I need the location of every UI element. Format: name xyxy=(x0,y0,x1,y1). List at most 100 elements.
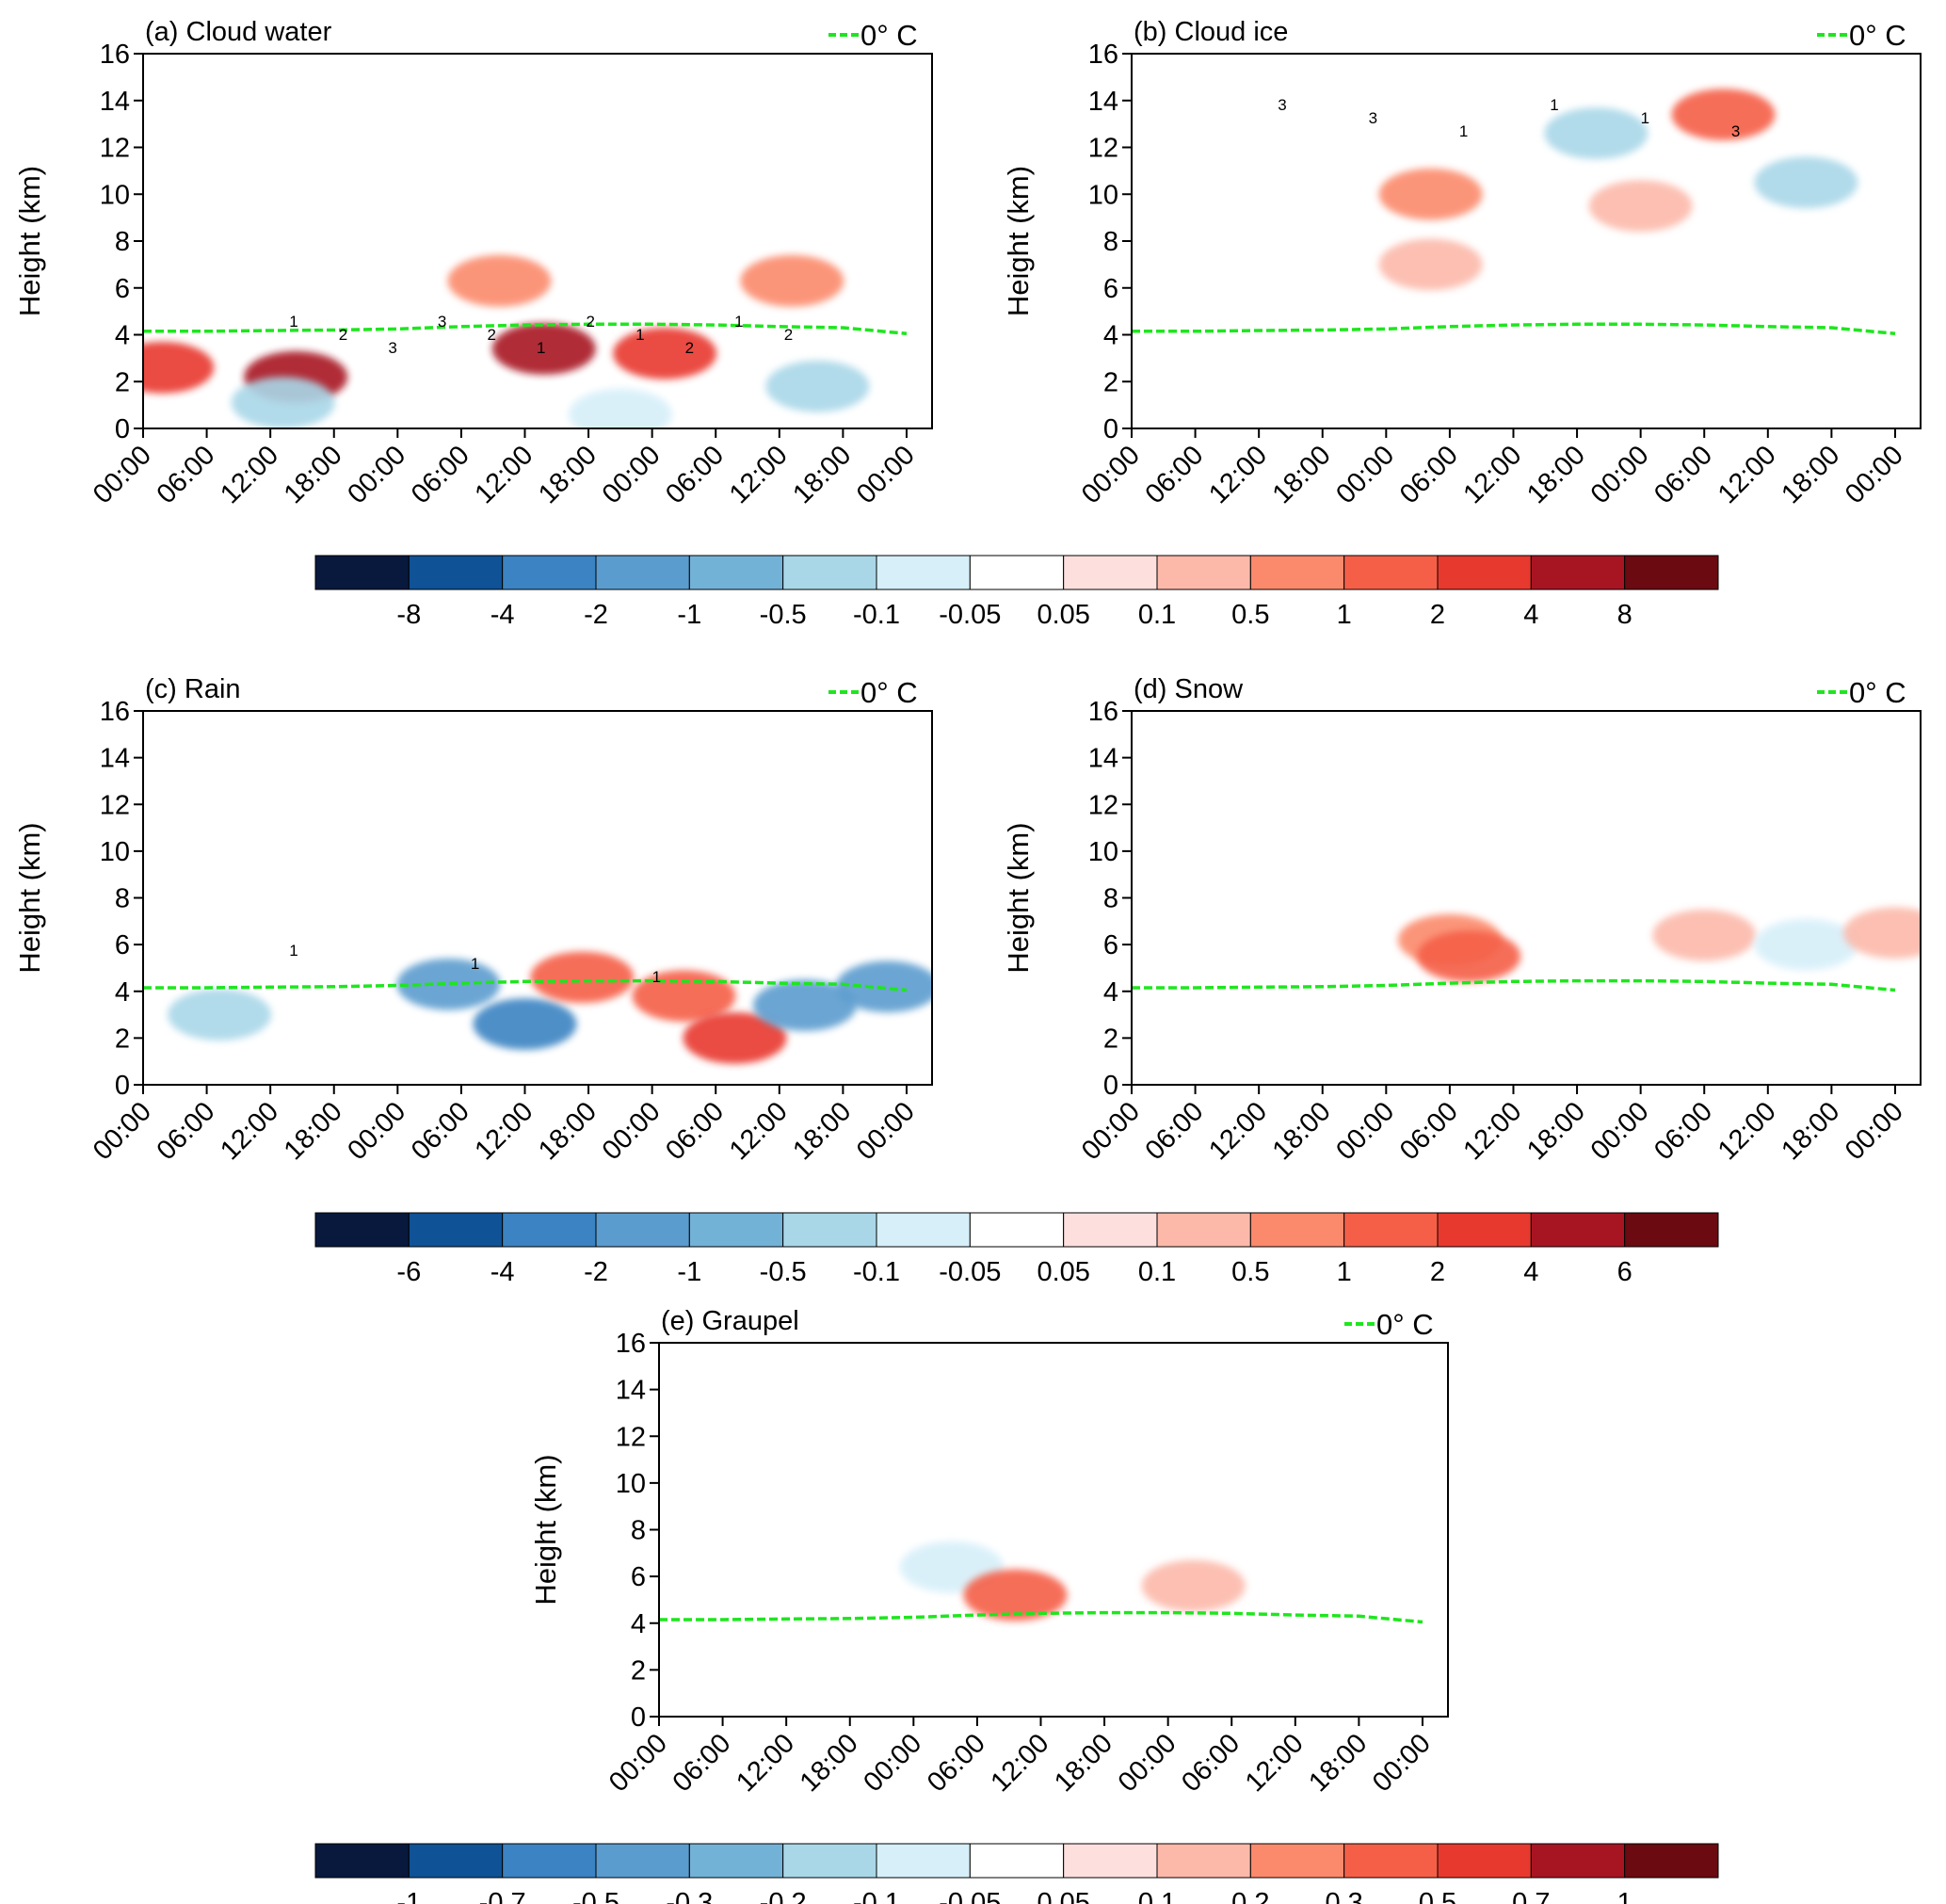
x-tick-label: 06:00 xyxy=(1648,440,1718,509)
x-tick-label: 00:00 xyxy=(851,1096,921,1166)
contour-label: 3 xyxy=(388,339,396,357)
contour-label: 1 xyxy=(1459,122,1468,140)
chart-panel: 024681012141600:0006:0012:0018:0000:0006… xyxy=(13,17,933,509)
x-tick-label: 00:00 xyxy=(1076,1096,1146,1166)
colorbar-box xyxy=(1249,1843,1345,1879)
contour-label: 1 xyxy=(289,313,298,331)
freezing-level-line xyxy=(143,978,908,992)
contour-label: 2 xyxy=(587,313,595,331)
colorbar-label: 2 xyxy=(1430,1257,1445,1287)
y-tick-label: 0 xyxy=(115,1071,130,1101)
shaded-region xyxy=(1754,156,1858,209)
x-tick-label: 00:00 xyxy=(597,440,667,509)
contour-label: 1 xyxy=(471,955,479,973)
colorbar-box xyxy=(876,555,971,590)
x-tick-label: 06:00 xyxy=(1140,1096,1210,1166)
shaded-region xyxy=(568,388,672,428)
x-tick-label: 18:00 xyxy=(795,1728,864,1798)
shaded-region xyxy=(530,951,635,1004)
x-tick-label: 12:00 xyxy=(1240,1728,1310,1798)
chart-panel: 024681012141600:0006:0012:0018:0000:0006… xyxy=(1002,674,1922,1166)
x-tick-label: 00:00 xyxy=(88,440,157,509)
shaded-region xyxy=(963,1569,1068,1622)
y-tick-label: 14 xyxy=(1088,87,1118,117)
colorbar-label: -0.7 xyxy=(479,1888,526,1904)
y-tick-label: 8 xyxy=(631,1516,646,1546)
x-tick-label: 12:00 xyxy=(1203,440,1273,509)
y-tick-label: 14 xyxy=(616,1376,646,1406)
plot-frame xyxy=(1131,53,1922,429)
x-tick-label: 00:00 xyxy=(1113,1728,1182,1798)
colorbar-box xyxy=(1343,1212,1439,1248)
legend: 0° C xyxy=(1344,1308,1434,1341)
colorbar-box xyxy=(1437,555,1532,590)
colorbar-label: -0.05 xyxy=(939,1257,1001,1287)
shaded-region xyxy=(473,998,577,1050)
x-tick-label: 12:00 xyxy=(469,440,539,509)
colorbar-box xyxy=(1063,555,1158,590)
colorbar-label: -4 xyxy=(491,600,515,630)
x-tick-label: 06:00 xyxy=(152,440,221,509)
freezing-level-line xyxy=(659,1610,1423,1624)
y-tick-label: 4 xyxy=(631,1609,646,1639)
colorbar-box xyxy=(1530,1843,1626,1879)
y-tick-label: 0 xyxy=(1103,414,1118,444)
colorbar-box xyxy=(969,555,1065,590)
shaded-region xyxy=(1652,909,1757,961)
x-tick-label: 12:00 xyxy=(1713,440,1782,509)
colorbar-box xyxy=(1156,1843,1251,1879)
x-tick-label: 18:00 xyxy=(1776,440,1845,509)
y-tick-label: 10 xyxy=(616,1469,646,1499)
shaded-region xyxy=(683,1012,787,1064)
x-tick-label: 06:00 xyxy=(1648,1096,1718,1166)
colorbar-label: 0.5 xyxy=(1231,1257,1269,1287)
colorbar-box xyxy=(1156,1212,1251,1248)
colorbar-label: 0.1 xyxy=(1138,1257,1176,1287)
legend-label: 0° C xyxy=(1849,676,1906,709)
x-tick-label: 06:00 xyxy=(406,440,475,509)
legend: 0° C xyxy=(828,19,918,52)
x-tick-label: 18:00 xyxy=(1521,1096,1591,1166)
shaded-region xyxy=(231,377,335,428)
colorbar-box xyxy=(782,555,877,590)
shaded-field xyxy=(1378,89,1858,291)
colorbar-box xyxy=(782,1212,877,1248)
colorbar: -1 -0.7 -0.5 -0.3 -0.2 -0.1 -0.05 0.05 0.1 0.2 0.3… xyxy=(314,1843,1719,1904)
x-tick-label: 00:00 xyxy=(1076,440,1146,509)
shaded-region xyxy=(1588,180,1693,233)
colorbar-box xyxy=(408,555,504,590)
colorbar-label: -0.2 xyxy=(760,1888,807,1904)
colorbar-box xyxy=(1624,1212,1719,1248)
x-tick-label: 12:00 xyxy=(985,1728,1054,1798)
panel-title: (a) Cloud water xyxy=(145,17,332,47)
x-tick-label: 12:00 xyxy=(724,440,794,509)
colorbar-label: -0.05 xyxy=(939,1888,1001,1904)
y-tick-label: 12 xyxy=(100,790,130,820)
colorbar-label: -8 xyxy=(396,600,421,630)
x-tick-label: 12:00 xyxy=(1203,1096,1273,1166)
shaded-region xyxy=(835,960,932,1013)
x-tick-label: 00:00 xyxy=(858,1728,927,1798)
shaded-region xyxy=(1417,930,1521,982)
colorbar-label: -0.5 xyxy=(760,600,807,630)
colorbar-label: 8 xyxy=(1617,600,1632,630)
x-tick-label: 18:00 xyxy=(1776,1096,1845,1166)
legend: 0° C xyxy=(1817,19,1906,52)
x-tick-label: 06:00 xyxy=(1394,1096,1464,1166)
panel-title: (d) Snow xyxy=(1134,674,1244,704)
panel-title: (e) Graupel xyxy=(661,1306,799,1336)
x-tick-label: 12:00 xyxy=(1457,1096,1527,1166)
y-tick-label: 16 xyxy=(100,40,130,70)
y-tick-label: 2 xyxy=(631,1655,646,1686)
x-tick-label: 06:00 xyxy=(667,1728,737,1798)
y-tick-label: 16 xyxy=(100,697,130,727)
colorbar-box xyxy=(314,1843,410,1879)
x-tick-label: 18:00 xyxy=(1267,440,1337,509)
x-tick-label: 00:00 xyxy=(597,1096,667,1166)
colorbar-box xyxy=(876,1212,971,1248)
x-tick-label: 12:00 xyxy=(731,1728,800,1798)
colorbar-label: 6 xyxy=(1617,1257,1632,1287)
colorbar-label: 4 xyxy=(1523,1257,1538,1287)
shaded-field xyxy=(899,1541,1246,1622)
x-tick-label: 00:00 xyxy=(1585,1096,1655,1166)
